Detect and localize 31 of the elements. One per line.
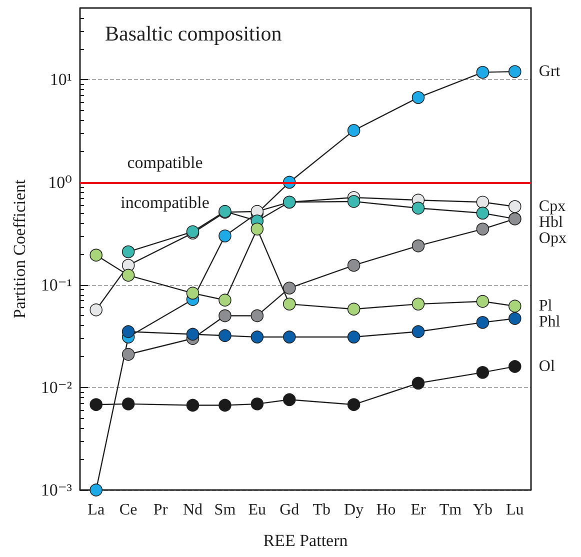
annotation: incompatible: [120, 192, 210, 212]
x-tick-label: La: [88, 502, 105, 518]
y-tick-label: 10⁻²: [40, 378, 72, 397]
x-tick-label: Ce: [119, 502, 138, 518]
x-tick-label: Gd: [280, 502, 300, 518]
x-tick-label: Ho: [376, 502, 396, 518]
x-tick-label: Lu: [506, 502, 524, 518]
x-tick-label: Tb: [312, 502, 330, 518]
x-tick-label: Yb: [472, 502, 492, 518]
annotation: compatible: [127, 152, 203, 172]
series-label: Opx: [538, 230, 566, 248]
series-label: Cpx: [538, 198, 566, 216]
x-tick-label: Dy: [344, 502, 364, 518]
x-tick-label: Tm: [439, 502, 462, 518]
text: Basaltic composition: [105, 22, 282, 46]
series-label: Grt: [538, 63, 561, 80]
series-label: Pl: [538, 298, 553, 315]
series-label: Hbl: [538, 214, 564, 232]
x-tick-label: Er: [410, 502, 426, 518]
y-tick-label: 10⁻³: [40, 480, 72, 500]
y-tick-label: 10¹: [50, 70, 72, 90]
y-axis-title: Partition Coefficient: [10, 179, 29, 318]
x-tick-label: Eu: [248, 502, 266, 518]
series-label: Ol: [538, 358, 556, 375]
x-tick-label: Sm: [214, 502, 236, 518]
y-tick-label: 10⁻¹: [40, 275, 72, 294]
x-tick-label: Pr: [153, 502, 168, 518]
y-tick-label: 10⁰: [48, 172, 72, 192]
x-tick-label: Nd: [182, 502, 203, 518]
x-axis-title: REE Pattern: [263, 531, 348, 550]
series-label: Phl: [538, 314, 561, 331]
